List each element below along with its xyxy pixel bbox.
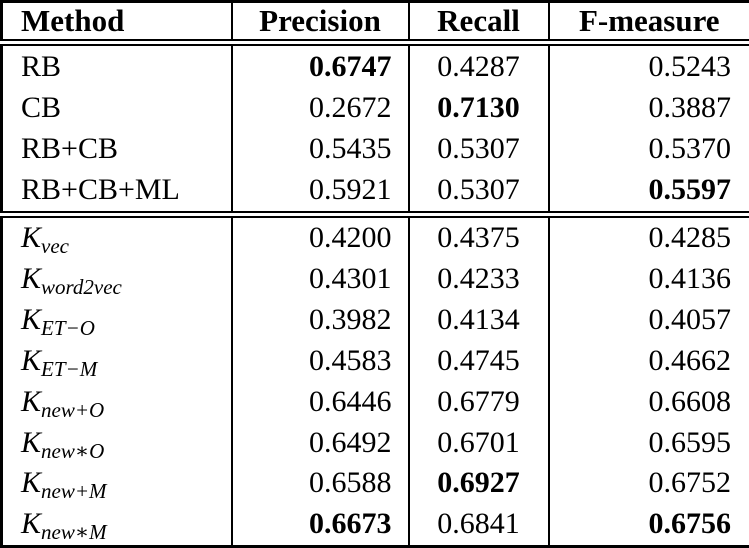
precision-value: 0.4301 <box>230 259 409 300</box>
method-sub: ET−O <box>41 316 95 341</box>
table-row: Knew+M 0.6588 0.6927 0.6752 <box>2 463 749 504</box>
method-cell: Kword2vec <box>2 259 232 300</box>
precision-value: 0.6747 <box>230 42 409 88</box>
fmeasure-value: 0.4285 <box>547 210 749 260</box>
method-cell: Knew∗O <box>2 422 232 463</box>
recall-value: 0.7130 <box>407 87 549 129</box>
method-cell: Kvec <box>1 210 232 260</box>
table-row: Kword2vec 0.4301 0.4233 0.4136 <box>2 259 749 300</box>
method-sub: new∗O <box>41 438 105 463</box>
method-cell: KET−O <box>2 300 232 341</box>
precision-value: 0.6588 <box>230 463 409 504</box>
recall-value: 0.6701 <box>407 422 549 464</box>
method-main: K <box>21 221 42 255</box>
method-main: K <box>21 303 42 337</box>
fmeasure-value: 0.5597 <box>547 169 749 215</box>
method-cell: Knew∗M <box>2 504 232 547</box>
fmeasure-value: 0.3887 <box>547 87 749 129</box>
method-cell: RB+CB <box>2 128 232 169</box>
method-main: RB+CB <box>21 131 118 165</box>
column-header-fmeasure: F-measure <box>547 1 749 46</box>
table-header: Method Precision Recall F-measure <box>1 1 749 46</box>
fmeasure-value: 0.6608 <box>547 381 749 423</box>
recall-value: 0.4233 <box>407 259 549 300</box>
method-cell: RB <box>2 43 232 88</box>
precision-value: 0.5921 <box>230 169 409 215</box>
method-main: K <box>21 384 42 418</box>
fmeasure-value: 0.5370 <box>547 128 749 170</box>
recall-value: 0.5307 <box>407 128 549 170</box>
table-body: RB 0.6747 0.4287 0.5243 CB 0.2672 0.7130… <box>1 42 749 547</box>
fmeasure-value: 0.5243 <box>547 42 749 88</box>
method-cell: Knew+O <box>2 381 232 422</box>
column-header-method: Method <box>1 1 232 46</box>
method-main: K <box>21 344 42 378</box>
recall-value: 0.4134 <box>407 299 549 341</box>
table-row: Knew+O 0.6446 0.6779 0.6608 <box>2 381 749 423</box>
table-row: CB 0.2672 0.7130 0.3887 <box>2 87 749 129</box>
method-main: K <box>21 425 42 459</box>
fmeasure-value: 0.4136 <box>547 259 749 300</box>
fmeasure-value: 0.4057 <box>547 299 749 341</box>
precision-value: 0.6492 <box>230 422 409 464</box>
table-row: Kvec 0.4200 0.4375 0.4285 <box>1 210 749 260</box>
precision-value: 0.6446 <box>230 381 409 423</box>
method-sub: new+O <box>41 397 105 422</box>
method-sub: word2vec <box>41 275 122 300</box>
precision-value: 0.5435 <box>230 128 409 170</box>
recall-value: 0.5307 <box>407 169 549 215</box>
method-main: RB <box>21 49 62 83</box>
column-header-recall: Recall <box>407 1 549 46</box>
table-row: Knew∗M 0.6673 0.6841 0.6756 <box>2 503 749 547</box>
method-cell: RB+CB+ML <box>2 169 232 214</box>
precision-value: 0.3982 <box>230 299 409 341</box>
recall-value: 0.6927 <box>407 463 549 504</box>
precision-value: 0.6673 <box>230 503 409 547</box>
table-row: RB+CB 0.5435 0.5307 0.5370 <box>2 128 749 170</box>
precision-value: 0.2672 <box>230 87 409 129</box>
fmeasure-value: 0.6756 <box>547 503 749 547</box>
table-row: Knew∗O 0.6492 0.6701 0.6595 <box>2 422 749 464</box>
header-row: Method Precision Recall F-measure <box>1 1 749 46</box>
column-header-precision: Precision <box>230 1 409 46</box>
method-main: K <box>21 507 42 541</box>
recall-value: 0.4287 <box>407 42 549 88</box>
precision-value: 0.4200 <box>230 210 409 260</box>
recall-value: 0.6779 <box>407 381 549 423</box>
method-sub: new∗M <box>41 520 107 545</box>
table-row: KET−M 0.4583 0.4745 0.4662 <box>2 340 749 382</box>
table-row: RB+CB+ML 0.5921 0.5307 0.5597 <box>2 169 749 215</box>
recall-value: 0.6841 <box>407 503 549 547</box>
fmeasure-value: 0.6752 <box>547 463 749 504</box>
method-sub: ET−M <box>41 356 98 381</box>
precision-value: 0.4583 <box>230 340 409 382</box>
recall-value: 0.4375 <box>407 210 549 260</box>
method-main: K <box>21 262 42 296</box>
method-cell: Knew+M <box>2 463 232 504</box>
table-row: KET−O 0.3982 0.4134 0.4057 <box>2 299 749 341</box>
method-sub: new+M <box>41 479 107 504</box>
recall-value: 0.4745 <box>407 340 549 382</box>
method-cell: KET−M <box>2 341 232 382</box>
method-main: RB+CB+ML <box>21 172 180 206</box>
table-row: RB 0.6747 0.4287 0.5243 <box>2 42 749 88</box>
fmeasure-value: 0.6595 <box>547 422 749 464</box>
method-main: K <box>21 466 42 500</box>
method-main: CB <box>21 90 62 124</box>
method-sub: vec <box>41 234 69 259</box>
fmeasure-value: 0.4662 <box>547 340 749 382</box>
method-cell: CB <box>2 88 232 129</box>
